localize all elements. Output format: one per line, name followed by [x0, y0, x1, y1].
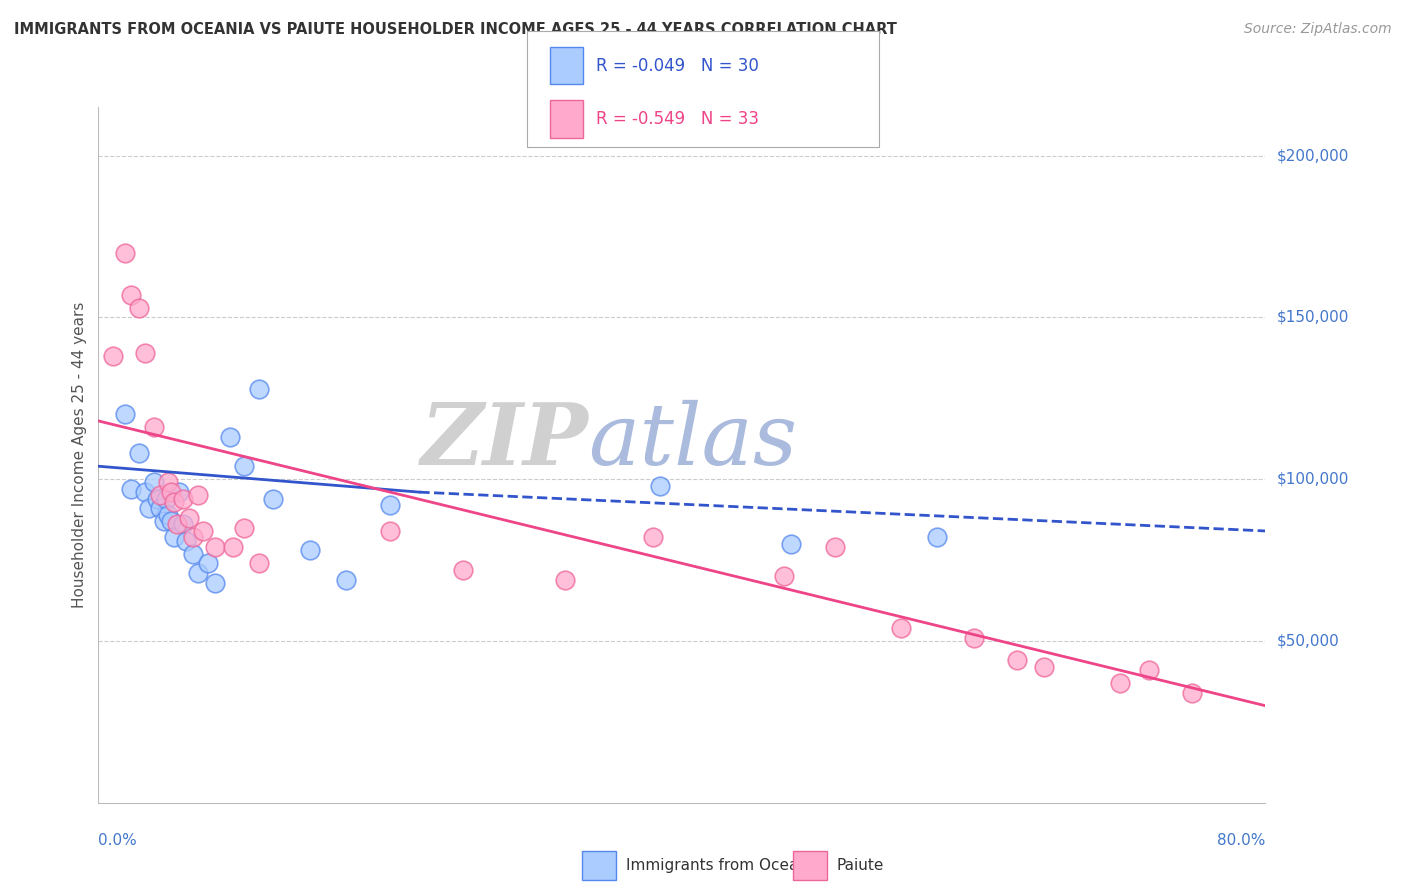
Text: 80.0%: 80.0% [1218, 833, 1265, 848]
Point [378, 498, 402, 512]
Point [146, 491, 169, 506]
Point [142, 475, 165, 490]
Point [120, 287, 142, 301]
Text: $50,000: $50,000 [1277, 633, 1340, 648]
Text: R = -0.549   N = 33: R = -0.549 N = 33 [596, 111, 759, 128]
Text: $200,000: $200,000 [1277, 148, 1348, 163]
Point [157, 508, 180, 522]
Point [927, 531, 949, 545]
Text: Source: ZipAtlas.com: Source: ZipAtlas.com [1244, 22, 1392, 37]
Text: 0.0%: 0.0% [98, 833, 138, 848]
Point [262, 491, 284, 506]
Point [114, 245, 136, 260]
Point [1032, 660, 1054, 674]
Point [218, 430, 240, 444]
Point [149, 501, 172, 516]
Point [134, 485, 156, 500]
Point [128, 301, 150, 315]
Point [773, 569, 796, 583]
Point [962, 631, 984, 645]
Text: R = -0.049   N = 30: R = -0.049 N = 30 [596, 57, 759, 75]
Point [193, 524, 215, 538]
Point [177, 511, 200, 525]
Point [554, 573, 576, 587]
Point [163, 531, 186, 545]
Point [187, 566, 209, 580]
Point [155, 491, 177, 506]
Point [157, 475, 180, 490]
Point [780, 537, 803, 551]
Point [163, 495, 186, 509]
Point [335, 573, 357, 587]
Y-axis label: Householder Income Ages 25 - 44 years: Householder Income Ages 25 - 44 years [72, 301, 87, 608]
Point [233, 459, 256, 474]
Point [204, 575, 226, 590]
Point [187, 488, 209, 502]
Point [1181, 686, 1204, 700]
Point [247, 557, 270, 571]
Text: ZIP: ZIP [420, 400, 589, 483]
Point [101, 349, 124, 363]
Point [824, 540, 846, 554]
Point [648, 478, 671, 492]
Point [160, 514, 183, 528]
Point [298, 543, 321, 558]
Point [197, 557, 219, 571]
Point [181, 547, 204, 561]
Text: atlas: atlas [589, 400, 797, 483]
Point [890, 621, 912, 635]
Point [451, 563, 474, 577]
Point [149, 488, 172, 502]
Point [172, 491, 194, 506]
Point [142, 420, 165, 434]
Point [166, 517, 188, 532]
Point [181, 531, 204, 545]
Point [233, 521, 256, 535]
Point [204, 540, 226, 554]
Point [378, 524, 402, 538]
Text: Paiute: Paiute [837, 858, 884, 872]
Point [1137, 663, 1160, 677]
Point [167, 485, 190, 500]
Text: $100,000: $100,000 [1277, 472, 1348, 487]
Point [247, 382, 270, 396]
Text: Immigrants from Oceania: Immigrants from Oceania [626, 858, 821, 872]
Point [120, 482, 142, 496]
Point [221, 540, 243, 554]
Point [1108, 676, 1130, 690]
Text: IMMIGRANTS FROM OCEANIA VS PAIUTE HOUSEHOLDER INCOME AGES 25 - 44 YEARS CORRELAT: IMMIGRANTS FROM OCEANIA VS PAIUTE HOUSEH… [14, 22, 897, 37]
Point [134, 346, 156, 360]
Point [138, 501, 160, 516]
Text: $150,000: $150,000 [1277, 310, 1348, 325]
Point [172, 517, 194, 532]
Point [153, 514, 176, 528]
Point [174, 533, 197, 548]
Point [160, 485, 183, 500]
Point [641, 531, 664, 545]
Point [1007, 653, 1029, 667]
Point [128, 446, 150, 460]
Point [114, 408, 136, 422]
